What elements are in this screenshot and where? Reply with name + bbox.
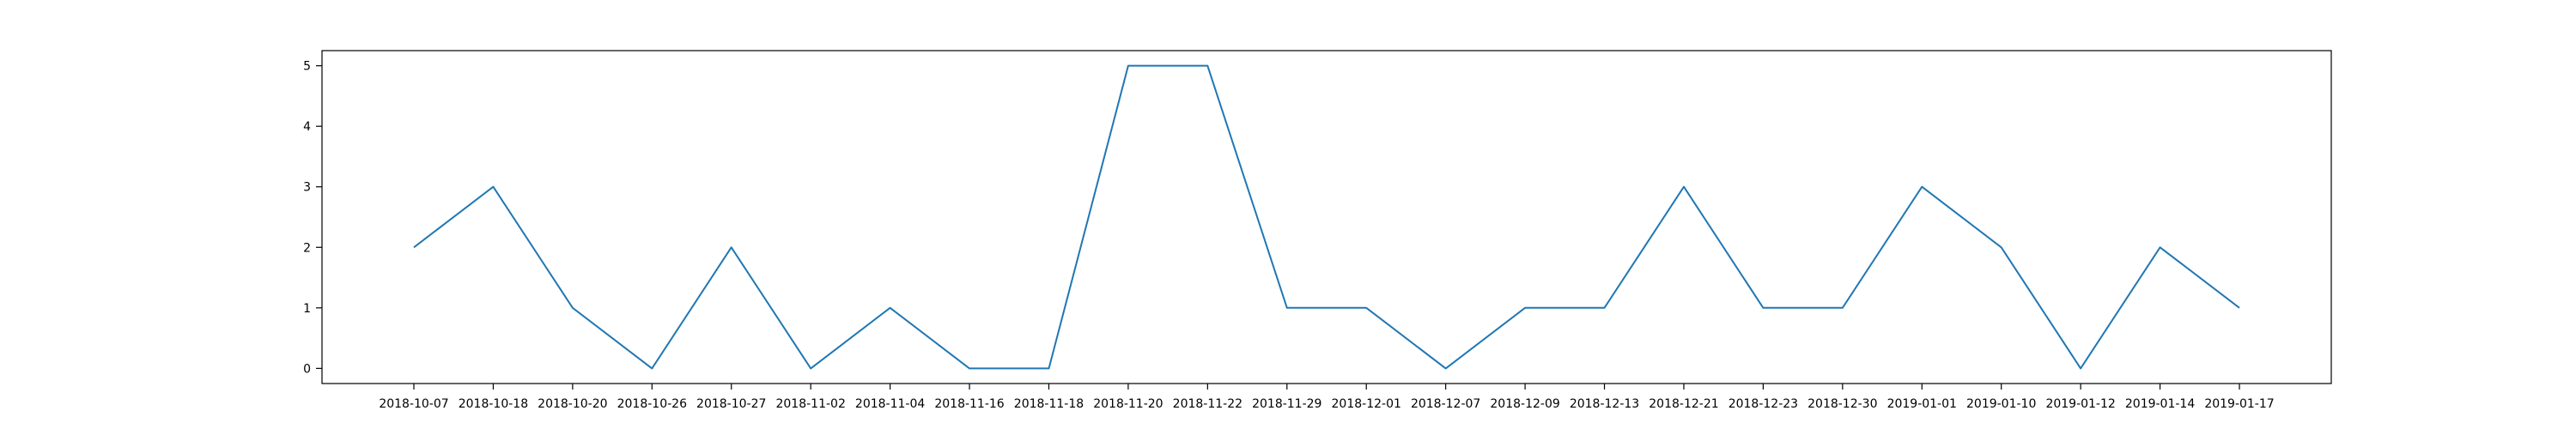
- x-tick-label: 2018-11-29: [1252, 397, 1321, 411]
- x-tick-label: 2018-11-22: [1173, 397, 1242, 411]
- series-line-0: [413, 64, 2240, 370]
- y-tick-label: 2: [303, 241, 311, 255]
- x-tick-label: 2018-12-01: [1332, 397, 1401, 411]
- y-axis-ticks: 0 1 2 3 4 5: [303, 60, 322, 376]
- x-tick-label: 2018-10-26: [617, 397, 687, 411]
- x-tick-label: 2018-10-20: [538, 397, 607, 411]
- x-tick-label: 2018-11-18: [1014, 397, 1084, 411]
- x-tick-label: 2018-12-21: [1649, 397, 1718, 411]
- plot-frame: [321, 50, 2332, 384]
- x-tick-label: 2018-11-02: [775, 397, 845, 411]
- x-tick-label: 2019-01-12: [2045, 397, 2115, 411]
- y-tick-label: 4: [303, 120, 311, 134]
- y-tick-label: 1: [303, 302, 311, 316]
- x-tick-label: 2018-11-04: [855, 397, 925, 411]
- x-tick-label: 2019-01-17: [2204, 397, 2274, 411]
- y-tick-label: 3: [303, 181, 311, 195]
- x-tick-label: 2018-12-30: [1807, 397, 1877, 411]
- x-tick-label: 2018-10-27: [696, 397, 766, 411]
- x-tick-label: 2018-12-09: [1490, 397, 1559, 411]
- x-tick-label: 2018-10-18: [459, 397, 528, 411]
- y-tick-label: 0: [303, 362, 311, 376]
- x-tick-label: 2018-12-23: [1728, 397, 1798, 411]
- x-tick-label: 2019-01-14: [2125, 397, 2195, 411]
- y-tick-label: 5: [303, 60, 311, 74]
- x-tick-label: 2018-11-16: [934, 397, 1004, 411]
- x-axis-ticks: 2018-10-07 2018-10-18 2018-10-20 2018-10-26…: [379, 384, 2275, 411]
- x-tick-label: 2018-12-07: [1411, 397, 1480, 411]
- x-tick-label: 2018-12-13: [1570, 397, 1639, 411]
- x-tick-label: 2018-11-20: [1093, 397, 1163, 411]
- x-tick-label: 2019-01-10: [1966, 397, 2036, 411]
- series-layer: [413, 64, 2240, 370]
- x-tick-label: 2018-10-07: [379, 397, 448, 411]
- x-tick-label: 2019-01-01: [1887, 397, 1957, 411]
